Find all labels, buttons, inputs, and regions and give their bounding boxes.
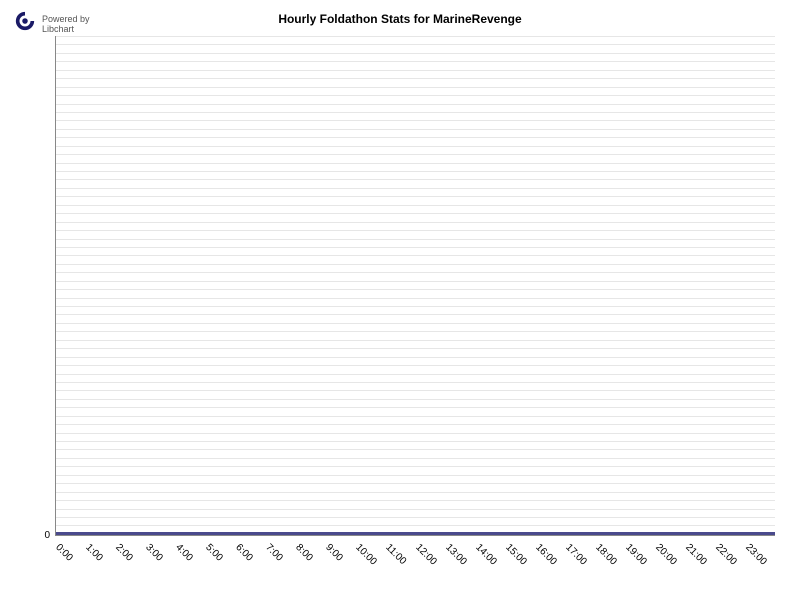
gridline: [56, 306, 775, 307]
gridline: [56, 458, 775, 459]
gridline: [56, 331, 775, 332]
chart-title: Hourly Foldathon Stats for MarineRevenge: [0, 12, 800, 26]
gridline: [56, 475, 775, 476]
x-tick-label: 6:00: [233, 542, 255, 564]
y-tick-label: 0: [10, 530, 50, 541]
gridline: [56, 281, 775, 282]
series-baseline: [56, 532, 775, 535]
gridline: [56, 137, 775, 138]
gridline: [56, 416, 775, 417]
gridline: [56, 78, 775, 79]
gridline: [56, 112, 775, 113]
gridline: [56, 314, 775, 315]
gridline: [56, 171, 775, 172]
gridline: [56, 298, 775, 299]
x-tick-label: 10:00: [353, 542, 378, 567]
gridline: [56, 433, 775, 434]
x-tick-label: 3:00: [143, 542, 165, 564]
x-tick-label: 1:00: [83, 542, 105, 564]
gridline: [56, 264, 775, 265]
gridline: [56, 179, 775, 180]
gridline: [56, 509, 775, 510]
gridline: [56, 399, 775, 400]
gridline: [56, 323, 775, 324]
gridline: [56, 382, 775, 383]
gridline: [56, 163, 775, 164]
x-tick-label: 18:00: [593, 542, 618, 567]
x-tick-label: 17:00: [563, 542, 588, 567]
gridline: [56, 357, 775, 358]
plot-area: [55, 36, 775, 536]
x-tick-label: 15:00: [503, 542, 528, 567]
gridline: [56, 154, 775, 155]
gridline: [56, 239, 775, 240]
gridline: [56, 424, 775, 425]
gridline: [56, 272, 775, 273]
gridline: [56, 70, 775, 71]
gridline: [56, 289, 775, 290]
x-tick-label: 4:00: [173, 542, 195, 564]
gridline: [56, 483, 775, 484]
gridline: [56, 44, 775, 45]
gridline: [56, 500, 775, 501]
x-tick-label: 13:00: [443, 542, 468, 567]
gridline: [56, 449, 775, 450]
gridline: [56, 247, 775, 248]
gridline: [56, 196, 775, 197]
gridline: [56, 53, 775, 54]
gridline: [56, 255, 775, 256]
gridline: [56, 525, 775, 526]
x-tick-label: 19:00: [623, 542, 648, 567]
gridline: [56, 213, 775, 214]
x-tick-label: 5:00: [203, 542, 225, 564]
gridline: [56, 188, 775, 189]
gridline: [56, 374, 775, 375]
x-tick-label: 12:00: [413, 542, 438, 567]
gridline: [56, 340, 775, 341]
gridline: [56, 348, 775, 349]
gridline: [56, 407, 775, 408]
gridline: [56, 205, 775, 206]
x-tick-label: 21:00: [683, 542, 708, 567]
gridline: [56, 87, 775, 88]
x-tick-label: 8:00: [293, 542, 315, 564]
gridline: [56, 492, 775, 493]
gridline: [56, 517, 775, 518]
gridline: [56, 466, 775, 467]
gridline: [56, 146, 775, 147]
gridline: [56, 441, 775, 442]
chart-container: Powered by Libchart Hourly Foldathon Sta…: [0, 0, 800, 600]
x-tick-label: 14:00: [473, 542, 498, 567]
gridline: [56, 129, 775, 130]
x-tick-label: 20:00: [653, 542, 678, 567]
gridline: [56, 120, 775, 121]
gridline: [56, 61, 775, 62]
x-tick-label: 9:00: [323, 542, 345, 564]
gridline: [56, 365, 775, 366]
gridline: [56, 95, 775, 96]
gridlines: [56, 36, 775, 535]
x-tick-label: 16:00: [533, 542, 558, 567]
x-tick-label: 7:00: [263, 542, 285, 564]
x-tick-label: 2:00: [113, 542, 135, 564]
gridline: [56, 104, 775, 105]
gridline: [56, 230, 775, 231]
x-tick-label: 11:00: [383, 542, 408, 567]
x-tick-label: 0:00: [53, 542, 75, 564]
gridline: [56, 390, 775, 391]
gridline: [56, 36, 775, 37]
x-tick-label: 22:00: [713, 542, 738, 567]
x-tick-label: 23:00: [743, 542, 768, 567]
gridline: [56, 222, 775, 223]
